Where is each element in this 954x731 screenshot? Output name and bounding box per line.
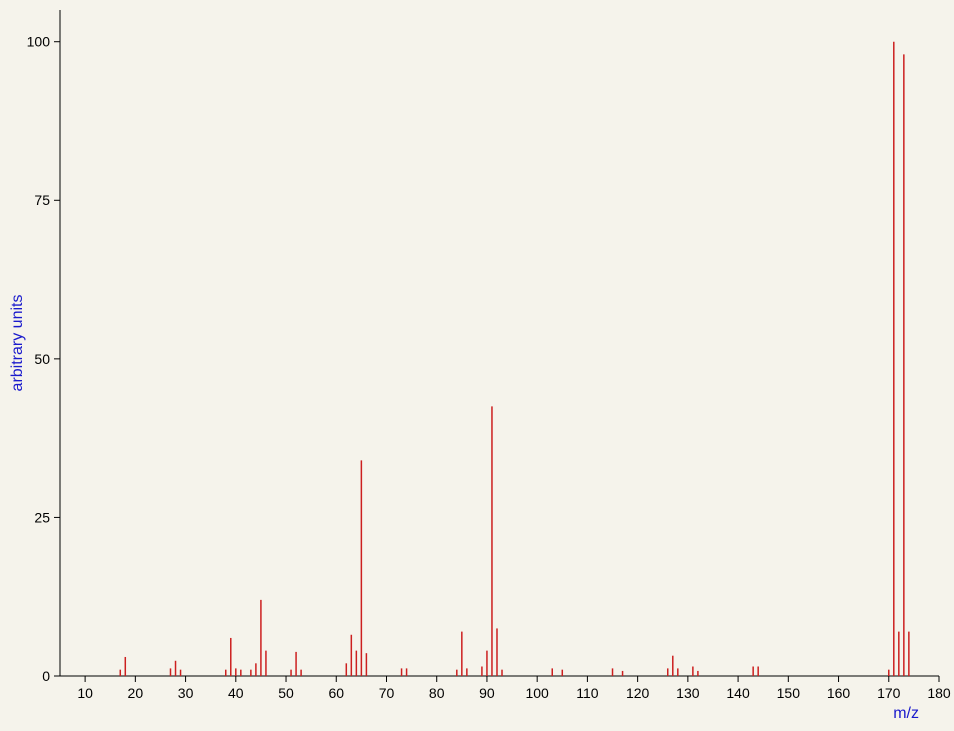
x-tick-label: 40 bbox=[228, 685, 244, 701]
x-axis-label: m/z bbox=[893, 705, 919, 722]
y-tick-label: 0 bbox=[42, 668, 50, 684]
x-tick-label: 140 bbox=[726, 685, 750, 701]
x-tick-label: 100 bbox=[525, 685, 549, 701]
x-tick-label: 130 bbox=[676, 685, 700, 701]
y-axis-label: arbitrary units bbox=[9, 295, 26, 392]
spectrum-plot: 10 20 30 40 50 60 70 80 90 100 110 120 130 140 150 160 1… bbox=[0, 0, 954, 731]
x-tick-label: 170 bbox=[877, 685, 901, 701]
x-tick-label: 70 bbox=[379, 685, 395, 701]
x-tick-label: 150 bbox=[777, 685, 801, 701]
x-tick-label: 60 bbox=[328, 685, 344, 701]
x-tick-label: 20 bbox=[128, 685, 144, 701]
x-tick-label: 110 bbox=[576, 685, 599, 701]
x-tick-label: 10 bbox=[77, 685, 93, 701]
y-tick-label: 50 bbox=[34, 351, 50, 367]
x-tick-label: 80 bbox=[429, 685, 445, 701]
x-tick-label: 120 bbox=[626, 685, 650, 701]
x-tick-label: 160 bbox=[827, 685, 851, 701]
y-tick-label: 100 bbox=[27, 34, 51, 50]
x-tick-label: 30 bbox=[178, 685, 194, 701]
x-tick-label: 50 bbox=[278, 685, 294, 701]
x-tick-label: 90 bbox=[479, 685, 495, 701]
x-tick-label: 180 bbox=[927, 685, 951, 701]
y-tick-label: 75 bbox=[34, 192, 50, 208]
y-tick-label: 25 bbox=[34, 509, 50, 525]
